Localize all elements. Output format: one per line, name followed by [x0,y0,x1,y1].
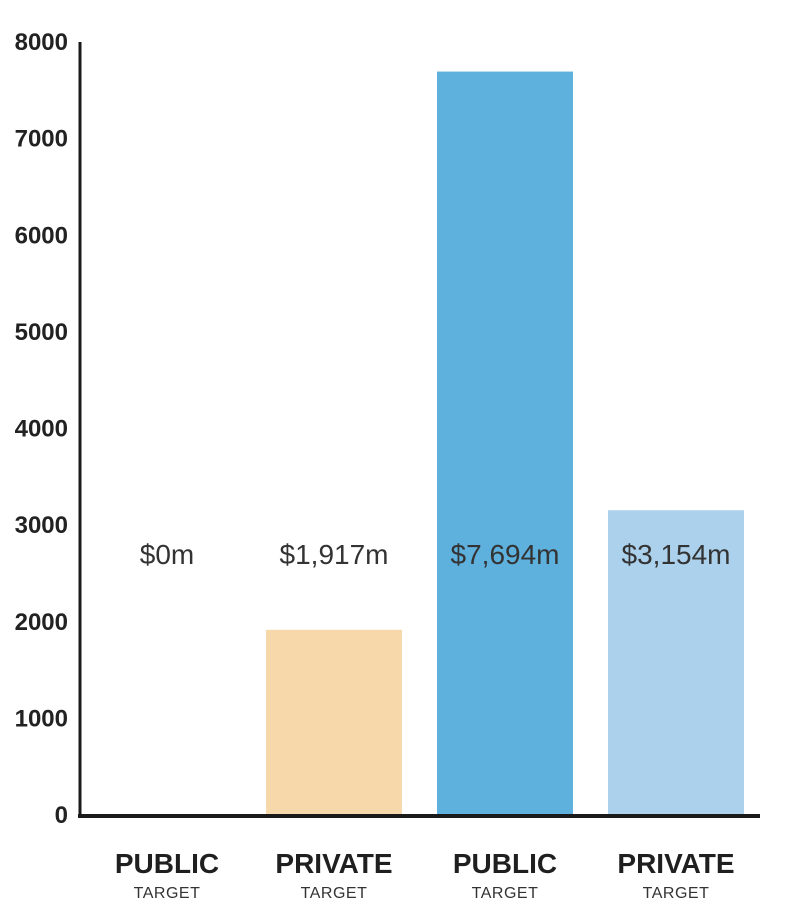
y-tick-label: 4000 [15,416,68,443]
category-label: PUBLIC [115,848,219,879]
data-label: $1,917m [280,539,389,570]
y-tick-label: 0 [55,802,68,829]
category-sublabel: TARGET [643,885,710,902]
bars [266,71,744,815]
y-tick-label: 2000 [15,609,68,636]
data-label: $0m [140,539,194,570]
category-label: PRIVATE [617,848,734,879]
x-axis-labels: PUBLIC TARGET PRIVATE TARGET PUBLIC TARGET PRI… [115,848,735,902]
bar [608,510,744,815]
y-tick-label: 3000 [15,512,68,539]
category-sublabel: TARGET [301,885,368,902]
category-sublabel: TARGET [134,885,201,902]
y-axis-ticks: 0 1000 2000 3000 4000 5000 6000 7000 8000 [15,29,68,829]
category-label: PUBLIC [453,848,557,879]
bar [437,71,573,815]
y-tick-label: 5000 [15,319,68,346]
data-label: $7,694m [451,539,560,570]
category-sublabel: TARGET [472,885,539,902]
y-tick-label: 6000 [15,222,68,249]
y-tick-label: 1000 [15,705,68,732]
value-labels: $0m $1,917m $7,694m $3,154m [140,539,731,570]
y-tick-label: 8000 [15,29,68,56]
category-label: PRIVATE [275,848,392,879]
bar [266,629,402,815]
data-label: $3,154m [622,539,731,570]
y-tick-label: 7000 [15,126,68,153]
